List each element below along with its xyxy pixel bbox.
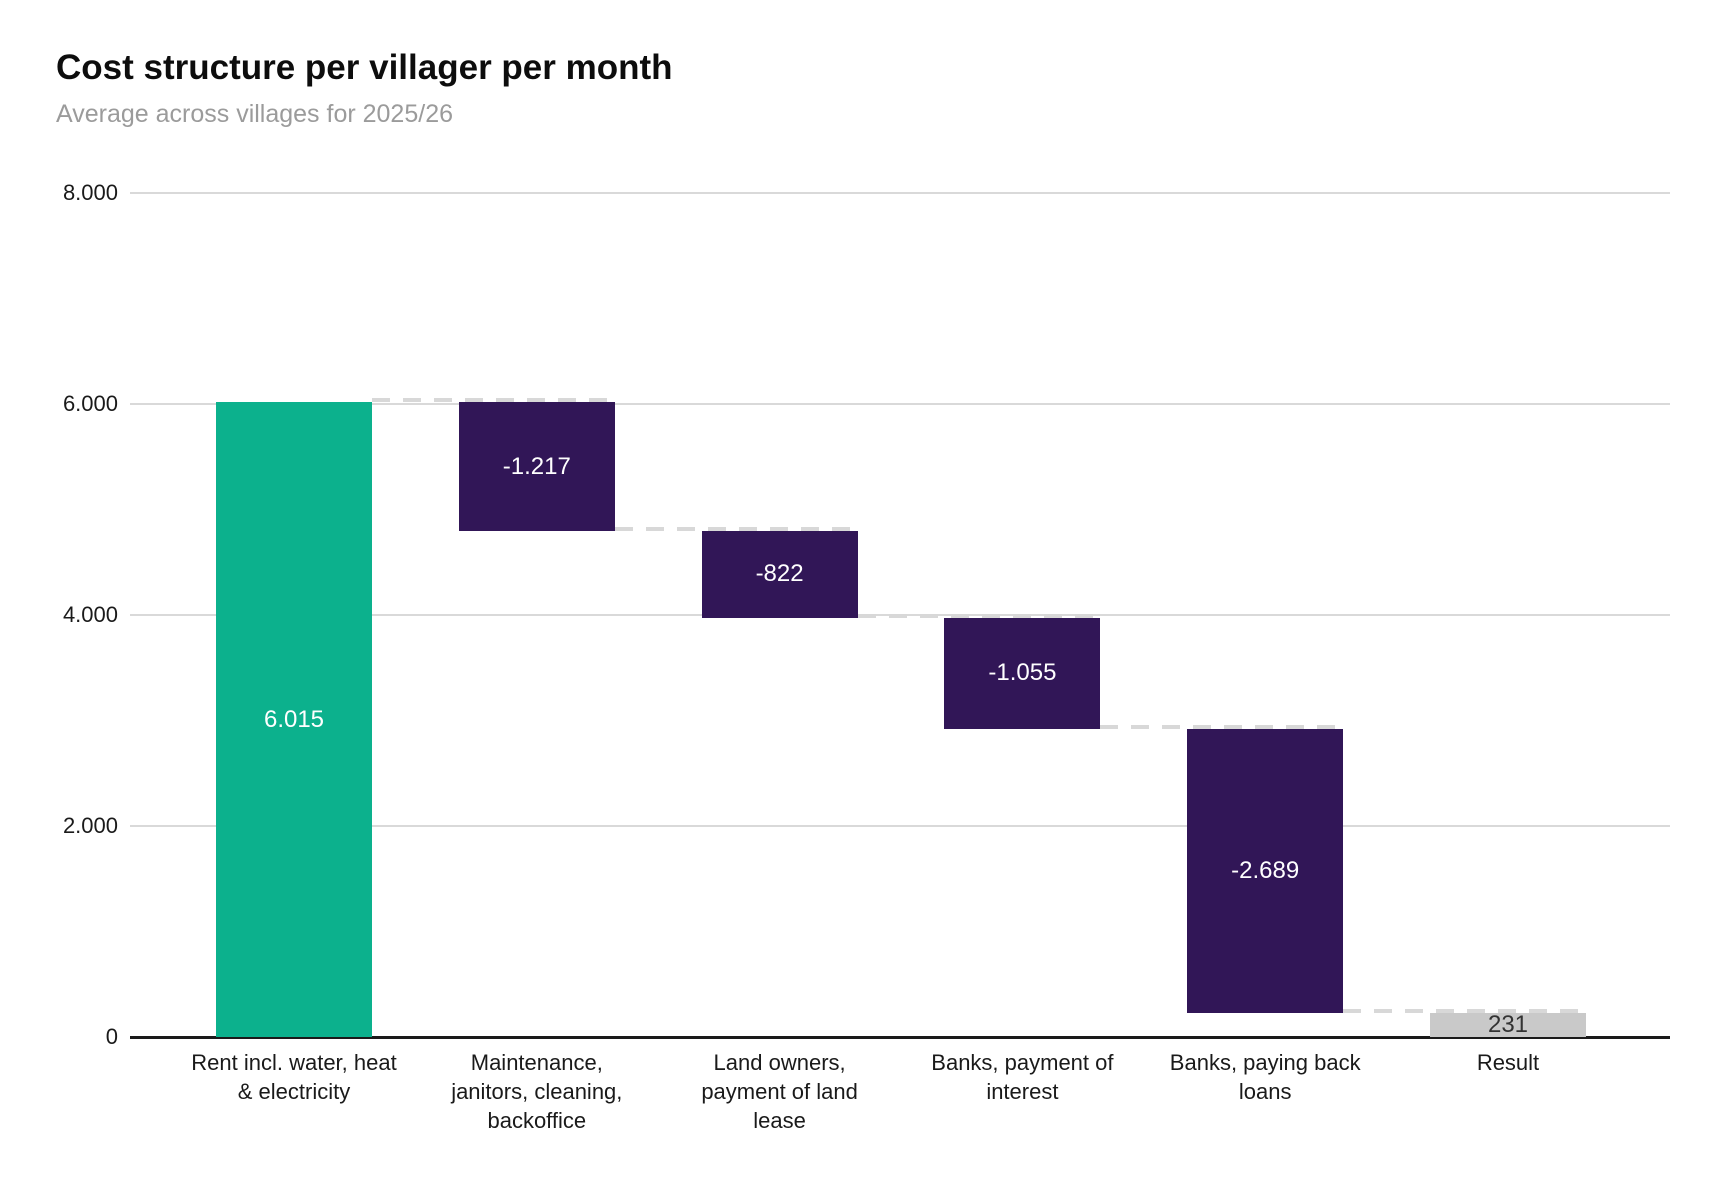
category-label-line: Land owners, xyxy=(713,1050,846,1075)
category-label-line: Banks, paying back xyxy=(1169,1050,1361,1075)
bar-value-label: 6.015 xyxy=(263,705,325,733)
bar-value-label: -2.689 xyxy=(1231,856,1300,884)
category-label: Banks, payment of interest xyxy=(887,1048,1157,1106)
category-label-line: janitors, cleaning, xyxy=(451,1079,623,1104)
category-label: Banks, paying back loans xyxy=(1130,1048,1400,1106)
category-label-line: interest xyxy=(986,1079,1059,1104)
category-label-line: Rent incl. water, heat xyxy=(191,1050,397,1075)
category-label: Maintenance, janitors, cleaning, backoffic… xyxy=(402,1048,672,1135)
category-label-line: Maintenance, xyxy=(470,1050,603,1075)
y-axis-tick-label: 2.000 xyxy=(62,813,118,838)
bar-value-label: -822 xyxy=(755,560,804,588)
category-label-line: lease xyxy=(753,1108,806,1133)
gridline xyxy=(130,403,1670,405)
category-label: Result xyxy=(1373,1048,1643,1077)
x-axis-line xyxy=(130,1036,1670,1039)
category-label: Rent incl. water, heat & electricity xyxy=(159,1048,429,1106)
category-label-line: payment of land xyxy=(701,1079,858,1104)
connector-line xyxy=(372,398,615,403)
waterfall-bar-3[interactable]: -822 xyxy=(701,530,858,618)
category-label: Land owners, payment of land lease xyxy=(645,1048,915,1135)
waterfall-bar-2[interactable]: -1.217 xyxy=(458,402,615,531)
waterfall-bar-4[interactable]: -1.055 xyxy=(944,617,1101,729)
connector-line xyxy=(614,526,858,531)
y-axis-tick-label: 0 xyxy=(105,1024,118,1049)
waterfall-bar-1[interactable]: 6.015 xyxy=(216,402,372,1037)
category-label-line: backoffice xyxy=(487,1108,587,1133)
category-label-line: Banks, payment of xyxy=(931,1050,1114,1075)
y-axis-tick-label: 6.000 xyxy=(62,391,118,416)
category-label-line: Result xyxy=(1476,1050,1540,1075)
bar-value-label: -1.055 xyxy=(988,659,1057,687)
connector-line xyxy=(1100,724,1344,729)
category-label-line: loans xyxy=(1238,1079,1292,1104)
waterfall-bar-5[interactable]: -2.689 xyxy=(1187,728,1344,1013)
y-axis-tick-label: 8.000 xyxy=(62,180,118,205)
chart-title: Cost structure per villager per month xyxy=(56,48,673,87)
connector-line xyxy=(857,613,1101,618)
chart-subtitle: Average across villages for 2025/26 xyxy=(56,100,453,128)
bar-value-label: 231 xyxy=(1487,1010,1529,1038)
y-axis-tick-label: 4.000 xyxy=(62,602,118,627)
connector-line xyxy=(1343,1008,1586,1013)
bar-value-label: -1.217 xyxy=(502,452,571,480)
category-label-line: & electricity xyxy=(237,1079,351,1104)
waterfall-bar-6[interactable]: 231 xyxy=(1430,1010,1586,1038)
gridline xyxy=(130,825,1670,827)
gridline xyxy=(130,192,1670,194)
